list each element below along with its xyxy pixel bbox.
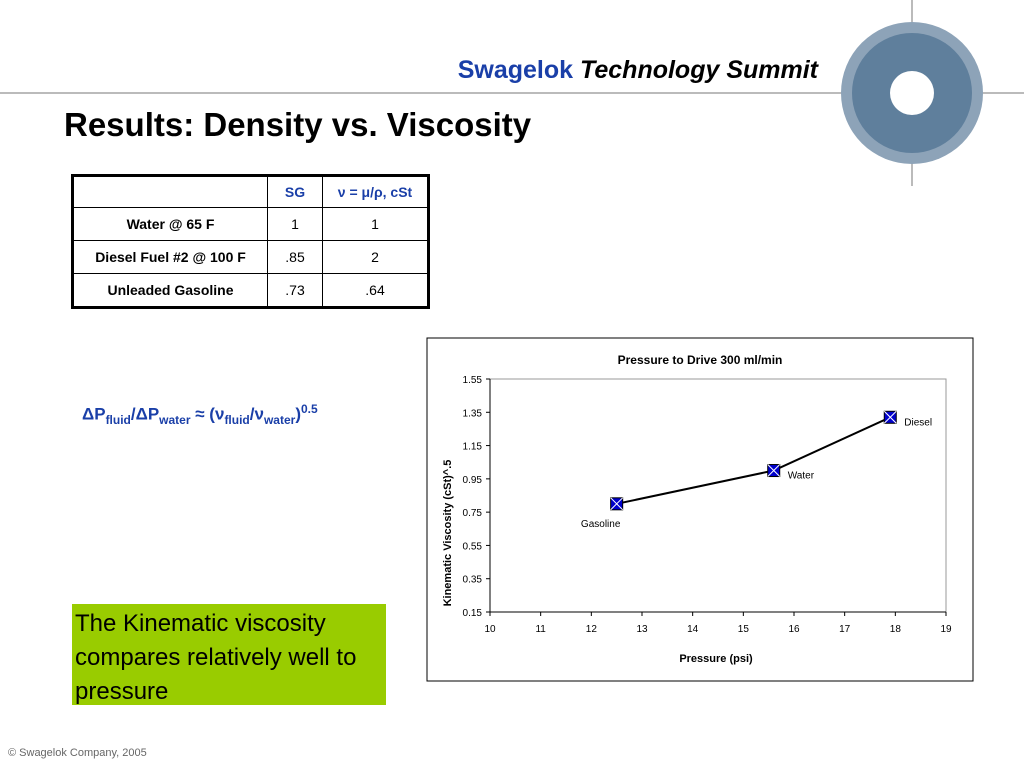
y-tick-label: 0.35 xyxy=(463,575,483,586)
x-axis-label: Pressure (psi) xyxy=(679,653,753,665)
x-tick-label: 15 xyxy=(738,624,750,635)
y-tick-label: 0.95 xyxy=(463,475,483,486)
note: The Kinematic viscosity compares relativ… xyxy=(72,604,386,705)
slide-title: Results: Density vs. Viscosity xyxy=(64,106,532,143)
formula-part: /ν xyxy=(249,404,264,424)
y-tick-label: 0.75 xyxy=(463,508,483,519)
row: Unleaded Gasoline .73.64 xyxy=(72,273,429,308)
formula-part: water xyxy=(263,413,296,428)
x-tick-label: 18 xyxy=(890,624,902,635)
x-tick-label: 11 xyxy=(535,624,546,635)
formula-part: /ΔP xyxy=(130,404,160,424)
x-tick-label: 10 xyxy=(484,624,496,635)
formula-part: ≈ (ν xyxy=(190,404,225,424)
chart: Pressure to Drive 300 ml/min Pressure (p… xyxy=(426,337,974,682)
cell: .85 xyxy=(267,240,323,274)
row: Diesel Fuel #2 @ 100 F .85 2 xyxy=(72,240,429,274)
formula-part: ΔP xyxy=(82,404,106,424)
formula-part: fluid xyxy=(105,413,131,428)
formula-part: water xyxy=(159,413,191,428)
x-tick-label: 16 xyxy=(788,624,800,635)
footer: © Swagelok Company, 2005 xyxy=(8,747,147,759)
formula: ΔPfluid/ΔPwater ≈ (νfluid/νwater)0.5 xyxy=(82,402,318,427)
row-label: Diesel Fuel #2 @ 100 F xyxy=(72,240,268,274)
marker-cross xyxy=(883,410,897,424)
marker xyxy=(883,410,897,424)
column-header: SG xyxy=(267,175,323,208)
x-tick-label: 17 xyxy=(839,624,851,635)
y-tick-label: 0.15 xyxy=(463,608,483,619)
formula-part: ) xyxy=(295,404,301,424)
x-tick-label: 12 xyxy=(586,624,598,635)
cell: .64 xyxy=(322,273,429,308)
formula-part: 0.5 xyxy=(300,402,318,416)
cell: 1 xyxy=(267,207,323,241)
y-tick-label: 1.55 xyxy=(463,375,483,386)
point-label: Diesel xyxy=(904,417,932,428)
cell: 2 xyxy=(322,240,429,274)
x-tick-label: 14 xyxy=(687,624,699,635)
y-tick-label: 1.35 xyxy=(463,408,483,419)
marker-cross xyxy=(767,464,781,477)
x-tick-label: 13 xyxy=(636,624,648,635)
marker-cross xyxy=(610,497,624,511)
point-label: Gasoline xyxy=(581,519,621,530)
event-name: Technology Summit xyxy=(580,56,818,84)
formula-part: fluid xyxy=(224,413,250,428)
y-tick-label: 1.15 xyxy=(463,442,483,453)
brand-name: Swagelok xyxy=(457,56,574,84)
cell: .73 xyxy=(267,273,323,308)
point-label: Water xyxy=(788,471,815,482)
y-axis-label: Kinematic Viscosity (cSt)^.5 xyxy=(442,460,454,607)
row-label: Water @ 65 F xyxy=(72,207,268,241)
header-row: SG ν = μ/ρ, cSt xyxy=(72,175,429,208)
brand: Swagelok Technology Summit xyxy=(458,56,818,85)
corner-cell xyxy=(72,175,268,208)
marker xyxy=(767,464,781,478)
row-label: Unleaded Gasoline xyxy=(72,273,268,308)
cell: 1 xyxy=(322,207,429,241)
chart-frame xyxy=(426,337,974,682)
marker xyxy=(610,497,624,511)
column-header: ν = μ/ρ, cSt xyxy=(322,175,429,208)
chart-title: Pressure to Drive 300 ml/min xyxy=(618,353,783,367)
x-tick-label: 19 xyxy=(940,624,952,635)
y-tick-label: 0.55 xyxy=(463,541,483,552)
logo-hole xyxy=(890,71,934,115)
